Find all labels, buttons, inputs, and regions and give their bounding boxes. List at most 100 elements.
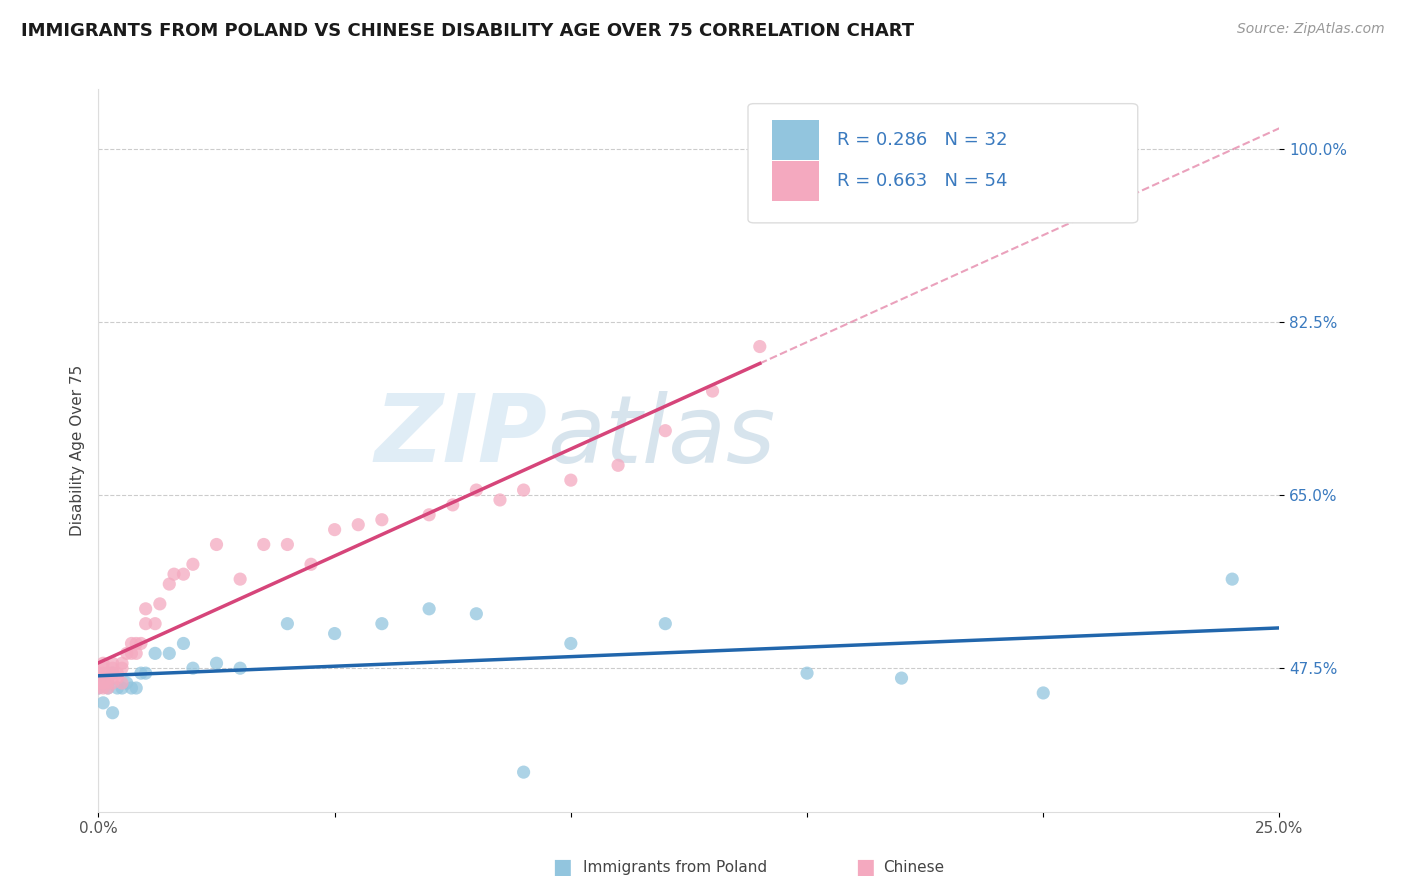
Point	[299, 558, 322, 572]
Point	[115, 646, 138, 660]
Point	[91, 666, 114, 681]
Point	[101, 661, 124, 675]
Point	[101, 657, 124, 671]
Point	[97, 676, 120, 690]
FancyBboxPatch shape	[772, 161, 818, 202]
Point	[97, 666, 120, 681]
Point	[101, 666, 124, 681]
Text: Chinese: Chinese	[883, 860, 943, 874]
Point	[135, 616, 157, 631]
Point	[560, 473, 582, 487]
Point	[172, 567, 194, 582]
Text: R = 0.286   N = 32: R = 0.286 N = 32	[837, 131, 1007, 149]
Point	[1032, 686, 1054, 700]
Point	[97, 671, 120, 685]
Point	[702, 384, 724, 398]
FancyBboxPatch shape	[748, 103, 1137, 223]
Text: atlas: atlas	[547, 391, 776, 482]
Point	[97, 681, 120, 695]
Point	[157, 646, 180, 660]
Point	[890, 671, 912, 685]
Point	[97, 681, 120, 695]
Point	[418, 508, 440, 522]
Point	[143, 616, 166, 631]
Point	[129, 666, 152, 681]
Point	[253, 537, 276, 551]
Point	[101, 706, 124, 720]
Point	[560, 636, 582, 650]
Point	[323, 523, 346, 537]
Y-axis label: Disability Age Over 75: Disability Age Over 75	[69, 365, 84, 536]
Point	[135, 666, 157, 681]
Point	[157, 577, 180, 591]
Point	[91, 657, 114, 671]
Point	[654, 424, 676, 438]
Point	[101, 676, 124, 690]
Point	[181, 558, 204, 572]
Point	[121, 646, 143, 660]
Point	[111, 681, 134, 695]
Point	[105, 681, 128, 695]
Point	[87, 671, 110, 685]
Point	[205, 537, 228, 551]
Point	[87, 666, 110, 681]
Point	[111, 676, 134, 690]
Point	[121, 681, 143, 695]
Point	[465, 483, 488, 497]
Text: ■: ■	[553, 857, 572, 877]
Text: R = 0.663   N = 54: R = 0.663 N = 54	[837, 172, 1007, 190]
Point	[229, 572, 252, 586]
Point	[121, 636, 143, 650]
Point	[465, 607, 488, 621]
Point	[91, 696, 114, 710]
FancyBboxPatch shape	[772, 120, 818, 160]
Point	[163, 567, 186, 582]
Point	[125, 646, 148, 660]
Point	[276, 616, 298, 631]
Point	[105, 671, 128, 685]
Point	[125, 636, 148, 650]
Point	[607, 458, 630, 473]
Point	[512, 765, 534, 780]
Point	[91, 676, 114, 690]
Point	[347, 517, 370, 532]
Point	[181, 661, 204, 675]
Point	[371, 513, 394, 527]
Point	[91, 681, 114, 695]
Point	[748, 339, 770, 353]
Point	[654, 616, 676, 631]
Point	[143, 646, 166, 660]
Point	[323, 626, 346, 640]
Point	[87, 676, 110, 690]
Text: IMMIGRANTS FROM POLAND VS CHINESE DISABILITY AGE OVER 75 CORRELATION CHART: IMMIGRANTS FROM POLAND VS CHINESE DISABI…	[21, 22, 914, 40]
Point	[111, 657, 134, 671]
Point	[91, 676, 114, 690]
Point	[418, 602, 440, 616]
Text: ■: ■	[855, 857, 875, 877]
Point	[796, 666, 818, 681]
Point	[111, 661, 134, 675]
Point	[105, 666, 128, 681]
Text: Source: ZipAtlas.com: Source: ZipAtlas.com	[1237, 22, 1385, 37]
Point	[87, 681, 110, 695]
Point	[135, 602, 157, 616]
Point	[101, 666, 124, 681]
Point	[276, 537, 298, 551]
Point	[149, 597, 172, 611]
Point	[371, 616, 394, 631]
Point	[172, 636, 194, 650]
Point	[87, 681, 110, 695]
Point	[489, 492, 512, 507]
Point	[512, 483, 534, 497]
Text: Immigrants from Poland: Immigrants from Poland	[583, 860, 768, 874]
Point	[97, 676, 120, 690]
Point	[115, 676, 138, 690]
Point	[125, 681, 148, 695]
Text: ZIP: ZIP	[374, 390, 547, 482]
Point	[205, 657, 228, 671]
Point	[91, 661, 114, 675]
Point	[129, 636, 152, 650]
Point	[1220, 572, 1243, 586]
Point	[441, 498, 464, 512]
Point	[229, 661, 252, 675]
